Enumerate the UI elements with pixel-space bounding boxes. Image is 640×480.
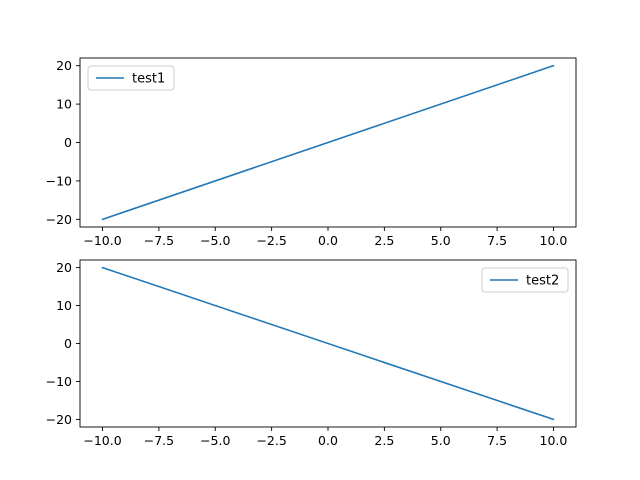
x-tick-label: 7.5 bbox=[487, 233, 507, 248]
y-tick-label: −20 bbox=[46, 212, 72, 227]
subplot-top: −10.0 −7.5 −5.0 −2.5 0.0 2.5 5.0 7.5 10.0 −20 −10 0… bbox=[46, 57, 577, 248]
y-tick-label: 20 bbox=[56, 260, 72, 275]
y-tick-label: 20 bbox=[56, 58, 72, 73]
y-tick-label: 0 bbox=[64, 336, 72, 351]
x-tick-label: 7.5 bbox=[487, 433, 507, 448]
x-tick-label: 0.0 bbox=[318, 433, 338, 448]
legend-label: test2 bbox=[526, 274, 559, 289]
subplot-bottom: −10.0 −7.5 −5.0 −2.5 0.0 2.5 5.0 7.5 10.0 −20 −10 0… bbox=[46, 259, 577, 448]
series-line-test1 bbox=[101, 64, 555, 221]
x-tick-label: −2.5 bbox=[256, 233, 286, 248]
y-tick-label: −10 bbox=[46, 374, 72, 389]
legend-label: test1 bbox=[132, 72, 165, 87]
x-tick-label: 2.5 bbox=[374, 433, 394, 448]
legend-box bbox=[481, 267, 569, 293]
y-tick-label: 0 bbox=[64, 135, 72, 150]
y-tick-label: −20 bbox=[46, 412, 72, 427]
y-tick-label: −10 bbox=[46, 173, 72, 188]
legend: test1 bbox=[87, 65, 175, 91]
x-tick-label: −10.0 bbox=[83, 233, 121, 248]
x-tick-label: −5.0 bbox=[200, 433, 230, 448]
x-tick-label: 10.0 bbox=[540, 433, 568, 448]
x-tick-label: −7.5 bbox=[144, 233, 174, 248]
y-tick-label: 10 bbox=[56, 97, 72, 112]
x-tick-label: −7.5 bbox=[144, 433, 174, 448]
x-tick-label: −2.5 bbox=[256, 433, 286, 448]
x-tick-label: 0.0 bbox=[318, 233, 338, 248]
x-tick-label: 2.5 bbox=[374, 233, 394, 248]
x-tick-label: −10.0 bbox=[83, 433, 121, 448]
legend: test2 bbox=[481, 267, 569, 293]
x-tick-label: −5.0 bbox=[200, 233, 230, 248]
x-tick-label: 10.0 bbox=[540, 233, 568, 248]
legend-box bbox=[87, 65, 175, 91]
y-tick-label: 10 bbox=[56, 298, 72, 313]
series-line-test2 bbox=[101, 266, 555, 421]
x-tick-label: 5.0 bbox=[431, 233, 451, 248]
x-tick-label: 5.0 bbox=[431, 433, 451, 448]
